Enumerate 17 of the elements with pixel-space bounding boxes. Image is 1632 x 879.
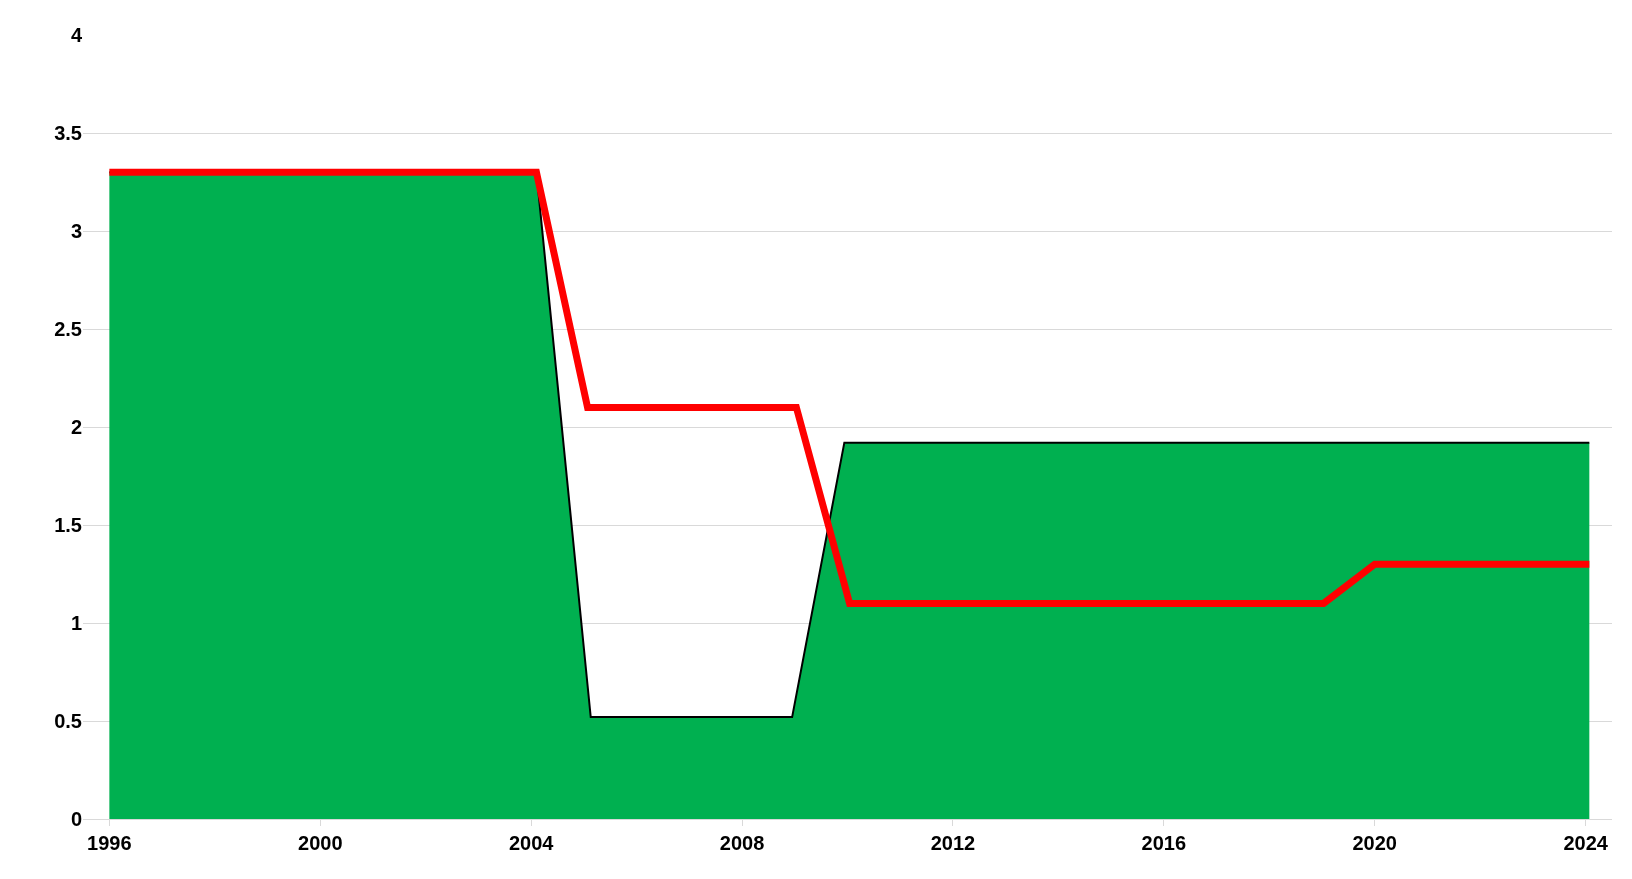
x-tick-label: 2008 xyxy=(719,832,765,854)
y-tick-label: 1 xyxy=(70,612,82,634)
y-tick-label: 0.5 xyxy=(54,710,82,732)
x-tick-label: 2012 xyxy=(930,832,976,854)
y-tick-label: 2.5 xyxy=(54,318,82,340)
y-tick-label: 3 xyxy=(70,220,82,242)
y-tick-label: 4 xyxy=(70,24,83,46)
x-tick-label: 2024 xyxy=(1563,832,1609,854)
x-tick-label: 2016 xyxy=(1141,832,1187,854)
x-tick-label: 2004 xyxy=(508,832,555,854)
x-tick-label: 2020 xyxy=(1352,832,1397,854)
y-tick-label: 2 xyxy=(70,416,82,438)
y-tick-label: 1.5 xyxy=(54,514,82,536)
y-tick-label: 0 xyxy=(70,808,82,830)
x-tick-label: 1996 xyxy=(87,832,132,854)
x-tick-label: 2000 xyxy=(298,832,343,854)
y-tick-label: 3.5 xyxy=(54,122,82,144)
